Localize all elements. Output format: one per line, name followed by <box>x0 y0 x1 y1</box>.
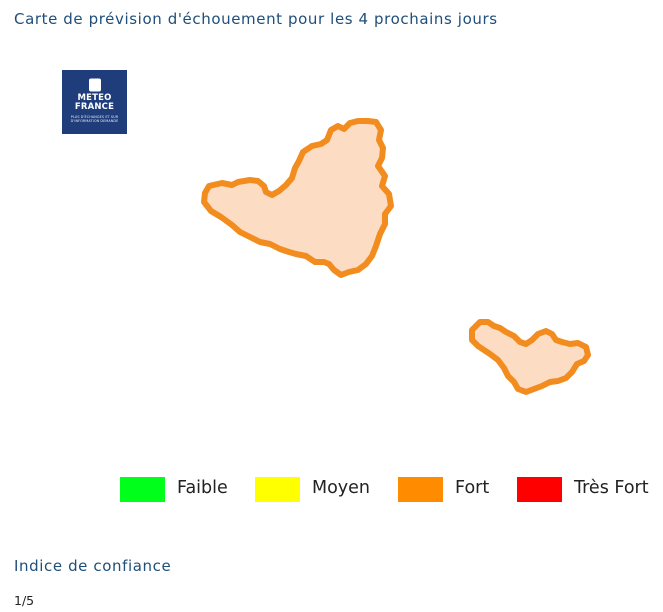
confidence-value: 1/5 <box>14 593 35 608</box>
zone-saint-barthelemy[interactable] <box>469 319 591 395</box>
logo-line-meteo: METEO <box>77 93 112 103</box>
legend-swatch-faible <box>120 477 165 502</box>
legend-label-tres-fort: Très Fort <box>574 478 649 498</box>
meteo-france-logo-icon <box>88 78 101 92</box>
meteo-france-logo: METEO FRANCE PLUS D'ÉCHANGES ET SUR D'IN… <box>62 70 127 134</box>
confidence-title: Indice de confiance <box>14 557 172 575</box>
legend-swatch-moyen <box>255 477 300 502</box>
legend-label-moyen: Moyen <box>312 478 371 498</box>
legend-swatch-fort <box>398 477 443 502</box>
legend-swatch-tres-fort <box>517 477 562 502</box>
legend-label-faible: Faible <box>177 478 228 498</box>
logo-line-france: FRANCE <box>74 102 115 112</box>
page-title: Carte de prévision d'échouement pour les… <box>14 10 498 28</box>
logo-tagline: PLUS D'ÉCHANGES ET SUR D'INFORMATION DEM… <box>70 115 119 123</box>
zone-saint-martin[interactable] <box>201 118 394 278</box>
legend-label-fort: Fort <box>455 478 490 498</box>
